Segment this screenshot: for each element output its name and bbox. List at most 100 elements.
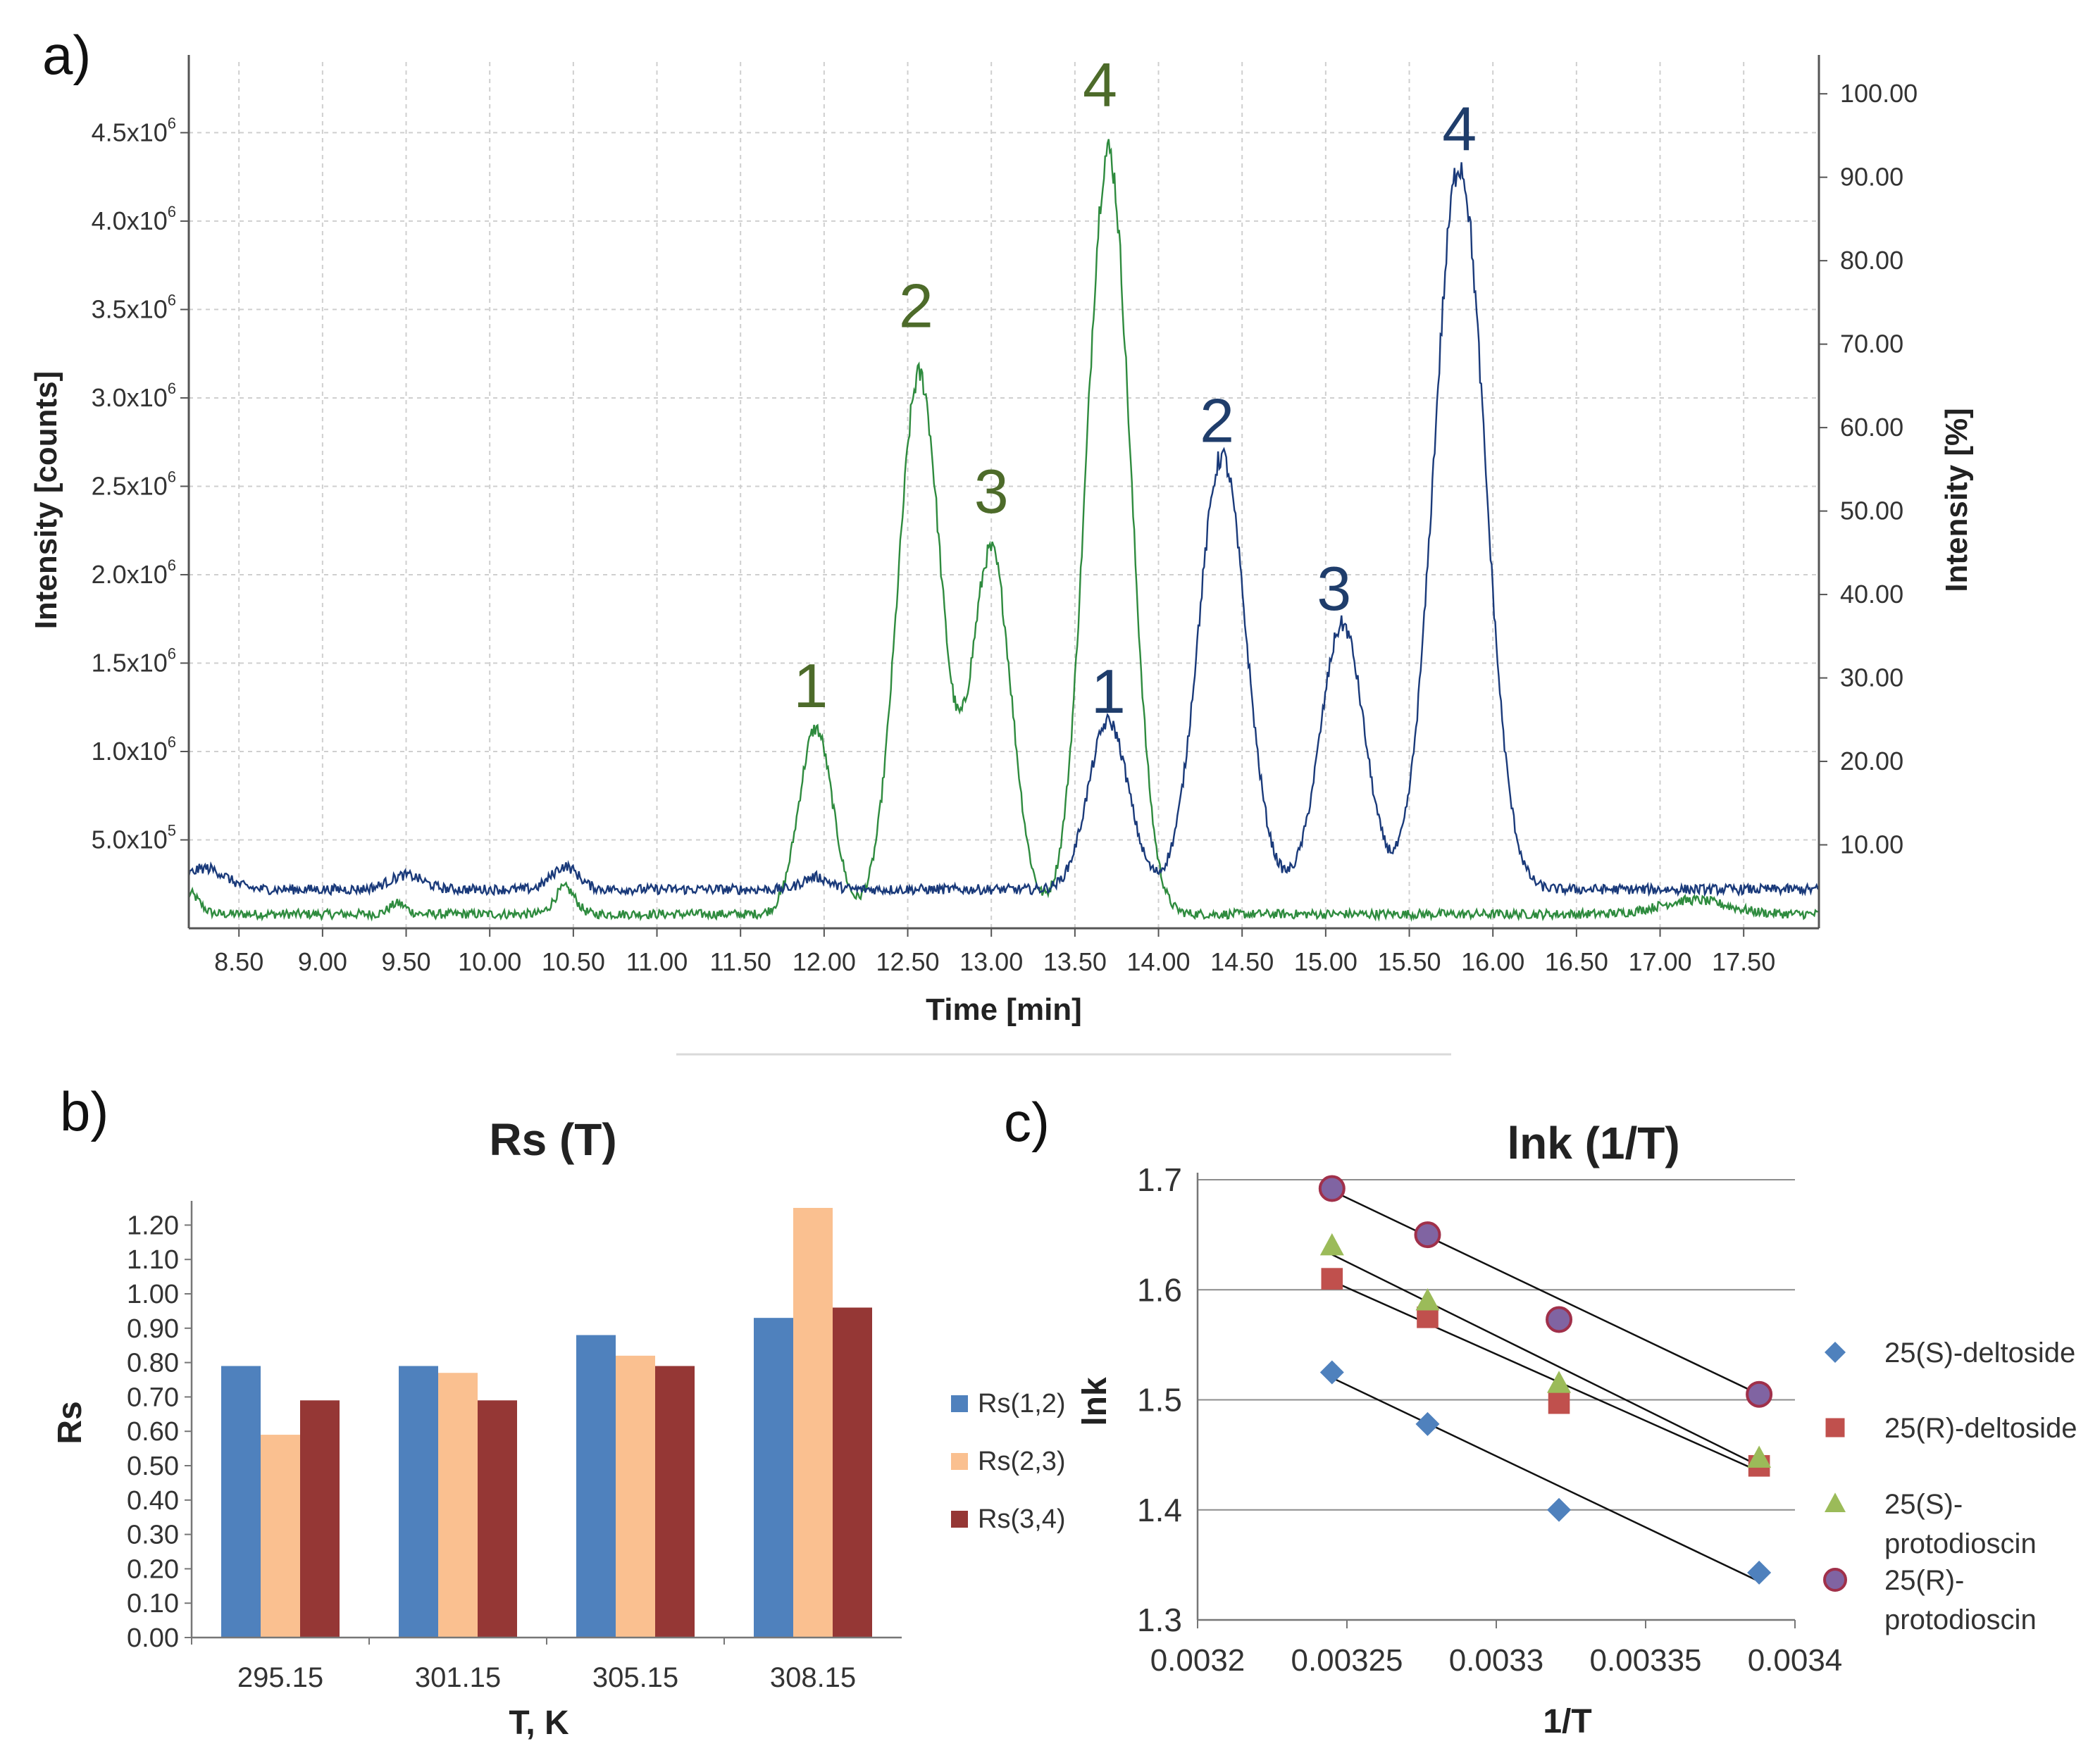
chromatogram-panel: 8.50 9.00 9.50 10.00 10.50 11.00 11.50 12.00 12.…: [29, 50, 1974, 1027]
rs-y-tick-label: 0.50: [127, 1452, 179, 1481]
rs-legend-swatch: [951, 1511, 968, 1528]
chromatogram-traces: [187, 139, 1820, 922]
lnk-point-triangle: [1415, 1288, 1440, 1311]
chromatogram-y-tick-exponent: 6: [168, 733, 176, 751]
rs-y-tick-label: 0.40: [127, 1486, 179, 1516]
rs-bar-Rs(1,2): [576, 1335, 616, 1638]
rs-x-tick-label: 308.15: [770, 1662, 856, 1693]
lnk-y-tick-label: 1.7: [1137, 1161, 1182, 1198]
chromatogram-y-tick-label: 2.0x106: [92, 556, 176, 589]
lnk-point-circle: [1414, 1221, 1441, 1249]
lnk-grid: [1198, 1179, 1795, 1621]
lnk-point-diamond: [1547, 1497, 1572, 1522]
rs-bar-Rs(3,4): [833, 1307, 872, 1638]
lnk-point-diamond: [1415, 1411, 1440, 1436]
lnk-legend-marker: [1825, 1342, 1846, 1363]
lnk-y-tick-label: 1.4: [1137, 1492, 1182, 1528]
rs-bar-Rs(3,4): [300, 1400, 340, 1638]
rs-y-tick-label: 0.30: [127, 1521, 179, 1550]
peak-label: 4: [1442, 94, 1477, 164]
chromatogram-y-tick-label: 3.5x106: [92, 291, 176, 323]
lnk-x-tick-label: 0.0034: [1748, 1643, 1843, 1678]
lnk-point-diamond: [1319, 1360, 1344, 1385]
chromatogram-y-right-tick-label: 50.00: [1840, 497, 1903, 525]
chromatogram-y-tick-label: 4.5x106: [92, 114, 176, 146]
lnk-legend-label: 25(S)-deltoside: [1884, 1337, 2075, 1368]
panel-b-label: b): [60, 1080, 108, 1142]
rs-legend-label: Rs(1,2): [978, 1389, 1066, 1418]
chromatogram-y-tick-exponent: 6: [168, 556, 176, 574]
chromatogram-x-tick-label: 15.50: [1377, 947, 1441, 976]
lnk-chart-title: lnk (1/T): [1507, 1118, 1679, 1168]
rs-x-tick-label: 301.15: [415, 1662, 501, 1693]
rs-y-tick-label: 0.60: [127, 1417, 179, 1447]
rs-ticks: 0.00 0.10 0.20 0.30 0.40 0.50 0.60 0.70 0.80 0.90…: [127, 1211, 856, 1693]
lnk-point-triangle: [1319, 1233, 1344, 1256]
rs-bar-Rs(1,2): [221, 1366, 261, 1638]
rs-x-tick-label: 305.15: [592, 1662, 678, 1693]
chromatogram-y-tick-exponent: 6: [168, 468, 176, 485]
rs-bar-Rs(2,3): [438, 1373, 478, 1638]
chromatogram-trace-green: [187, 139, 1819, 922]
chromatogram-x-tick-label: 10.50: [542, 947, 605, 976]
chromatogram-y-right-tick-label: 100.00: [1840, 79, 1918, 108]
chromatogram-y-axis-label: Intensity [counts]: [29, 371, 63, 630]
peak-label: 3: [1317, 554, 1351, 623]
chromatogram-x-tick-label: 16.00: [1461, 947, 1524, 976]
lnk-point-triangle: [1747, 1445, 1772, 1468]
chromatogram-y-right-tick-label: 10.00: [1840, 830, 1903, 859]
lnk-point-square: [1548, 1392, 1570, 1414]
rs-bars: [221, 1208, 872, 1638]
chromatogram-y-right-tick-label: 90.00: [1840, 163, 1903, 192]
lnk-legend-label: 25(R)-deltoside: [1884, 1413, 2077, 1444]
chromatogram-y-tick-label: 2.5x106: [92, 468, 176, 500]
lnk-point-circle: [1746, 1380, 1773, 1408]
rs-y-tick-label: 1.20: [127, 1211, 179, 1240]
chromatogram-y-tick-label: 1.5x106: [92, 644, 176, 677]
chromatogram-peak-labels: 1 2 3 4 1 2 3 4: [793, 50, 1477, 726]
chromatogram-y-right-tick-label: 80.00: [1840, 246, 1903, 275]
lnk-legend-marker: [1825, 1492, 1846, 1512]
chromatogram-y-right-tick-label: 70.00: [1840, 330, 1903, 358]
chromatogram-y-right-tick-label: 30.00: [1840, 663, 1903, 692]
lnk-point-diamond: [1747, 1560, 1772, 1585]
chromatogram-x-tick-label: 13.00: [959, 947, 1023, 976]
peak-label: 1: [1091, 656, 1126, 726]
rs-bar-Rs(2,3): [616, 1355, 655, 1638]
rs-y-tick-label: 0.80: [127, 1349, 179, 1378]
lnk-points: [1318, 1175, 1773, 1585]
rs-legend-label: Rs(2,3): [978, 1447, 1066, 1476]
chromatogram-y-tick-exponent: 5: [168, 821, 176, 839]
lnk-y-tick-label: 1.5: [1137, 1382, 1182, 1418]
chromatogram-y-tick-exponent: 6: [168, 380, 176, 397]
chromatogram-y-tick-exponent: 6: [168, 114, 176, 132]
rs-y-tick-label: 0.70: [127, 1383, 179, 1412]
lnk-ticks: 1.3 1.4 1.5 1.6 1.7 0.0032 0.00325 0.0033 0.0033…: [1137, 1161, 1842, 1678]
rs-bar-Rs(2,3): [261, 1435, 300, 1638]
chromatogram-x-tick-label: 14.00: [1126, 947, 1190, 976]
chromatogram-ticks: 8.50 9.00 9.50 10.00 10.50 11.00 11.50 12.00 12.…: [92, 79, 1918, 976]
chromatogram-y-tick-exponent: 6: [168, 291, 176, 308]
lnk-point-triangle: [1547, 1371, 1572, 1393]
rs-x-tick-label: 295.15: [237, 1662, 323, 1693]
chromatogram-y-tick-label: 1.0x106: [92, 733, 176, 766]
lnk-fit-line: [1331, 1190, 1760, 1395]
peak-label: 2: [1200, 386, 1234, 456]
chromatogram-x-tick-label: 10.00: [458, 947, 521, 976]
lnk-point-circle: [1318, 1175, 1346, 1202]
chromatogram-x-tick-label: 8.50: [214, 947, 263, 976]
chromatogram-x-tick-label: 9.50: [381, 947, 430, 976]
chromatogram-x-tick-label: 17.00: [1628, 947, 1691, 976]
peak-label: 1: [793, 651, 828, 721]
rs-bar-Rs(1,2): [399, 1366, 438, 1638]
lnk-point-square: [1321, 1268, 1343, 1290]
chromatogram-y-tick-label: 5.0x105: [92, 821, 176, 854]
lnk-scatter-panel: lnk (1/T) 1.3 1.4 1.5 1.6 1.7 0.0032 0.00325 0.…: [1076, 1118, 2077, 1740]
lnk-axes: [1196, 1173, 1795, 1621]
chromatogram-x-tick-label: 16.50: [1545, 947, 1608, 976]
chromatogram-x-tick-label: 14.50: [1210, 947, 1274, 976]
panel-a-label: a): [42, 24, 91, 86]
chromatogram-y-right-tick-label: 60.00: [1840, 413, 1903, 442]
chromatogram-y-tick-exponent: 6: [168, 644, 176, 662]
lnk-x-tick-label: 0.0032: [1150, 1643, 1245, 1678]
